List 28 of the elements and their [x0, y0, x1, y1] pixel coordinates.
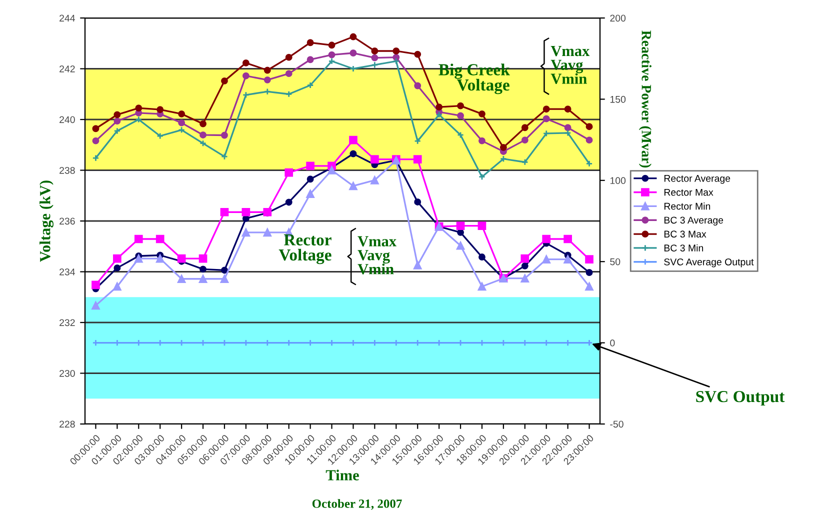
y-tick-label: 244 [60, 14, 75, 22]
y-tick-label: 228 [60, 420, 75, 428]
y2-tick-label: 50 [610, 258, 620, 266]
legend-label: SVC Average Output [664, 258, 754, 268]
y-tick-label: 240 [60, 116, 75, 124]
y2-tick-label: 150 [610, 96, 626, 103]
legend-label: Rector Max [664, 188, 714, 196]
y2-tick-label: 0 [610, 340, 615, 346]
legend-label: BC 3 Average [664, 216, 724, 226]
legend-label: Rector Average [664, 175, 730, 184]
y-tick-label: 238 [60, 166, 75, 174]
y-tick-label: 230 [60, 370, 75, 377]
text: October 21, 2007 [312, 499, 402, 510]
legend-label: Rector Min [664, 202, 710, 210]
legend-label: BC 3 Min [664, 244, 704, 252]
y-tick-label: 232 [60, 319, 75, 326]
y-tick-label: 234 [60, 268, 75, 276]
y2-axis-title: Reactive Power (Mvar) [638, 30, 652, 168]
annotation: SVC Output [696, 390, 785, 406]
y2-tick-label: 200 [610, 14, 626, 22]
y-tick-label: 242 [60, 65, 75, 72]
y-axis-title: Voltage (kV) [40, 180, 54, 262]
y2-tick-label: -50 [610, 420, 624, 428]
legend-label: BC 3 Max [664, 230, 706, 238]
annotation: Rector Voltage [278, 234, 332, 264]
y2-tick-label: 100 [610, 177, 626, 184]
y-tick-label: 236 [60, 218, 75, 225]
x-axis-title: Time [326, 470, 359, 480]
